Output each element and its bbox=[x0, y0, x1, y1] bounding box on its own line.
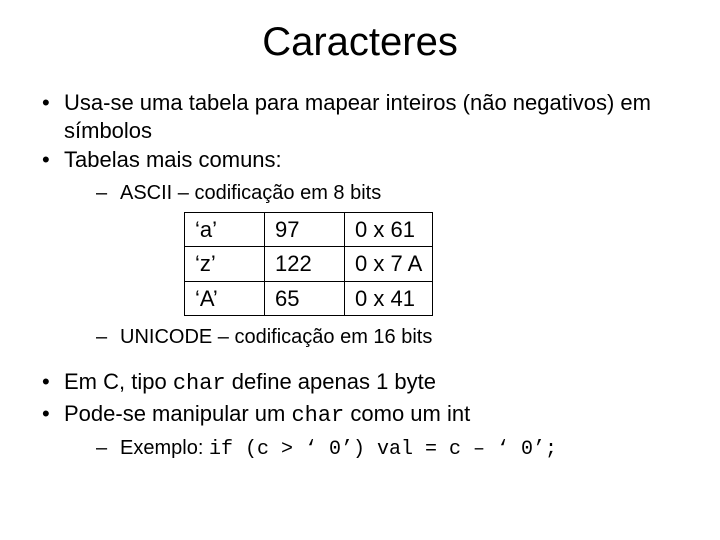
table-cell: 0 x 7 A bbox=[345, 247, 433, 282]
bullet-4: Pode-se manipular um char como um int Ex… bbox=[36, 400, 684, 464]
bullet-4-code: char bbox=[291, 403, 344, 428]
table-cell: 97 bbox=[265, 212, 345, 247]
bullet-2-sublist: ASCII – codificação em 8 bits bbox=[64, 180, 684, 206]
bullet-4-post: como um int bbox=[344, 401, 470, 426]
bullet-1: Usa-se uma tabela para mapear inteiros (… bbox=[36, 89, 684, 144]
slide-title: Caracteres bbox=[36, 20, 684, 65]
bullet-3-code: char bbox=[173, 371, 226, 396]
bullet-4a-pre: Exemplo: bbox=[120, 437, 209, 459]
spacer bbox=[36, 354, 684, 368]
table-cell: 122 bbox=[265, 247, 345, 282]
bullet-list: Usa-se uma tabela para mapear inteiros (… bbox=[36, 89, 684, 350]
table-cell: 65 bbox=[265, 281, 345, 316]
bullet-2b: UNICODE – codificação em 16 bits bbox=[64, 324, 684, 350]
table-cell: 0 x 61 bbox=[345, 212, 433, 247]
table-row: ‘A’ 65 0 x 41 bbox=[185, 281, 433, 316]
ascii-table: ‘a’ 97 0 x 61 ‘z’ 122 0 x 7 A ‘A’ 65 0 x… bbox=[184, 212, 433, 317]
table-cell: ‘a’ bbox=[185, 212, 265, 247]
ascii-table-wrap: ‘a’ 97 0 x 61 ‘z’ 122 0 x 7 A ‘A’ 65 0 x… bbox=[64, 212, 684, 317]
bullet-3: Em C, tipo char define apenas 1 byte bbox=[36, 368, 684, 398]
bullet-4-pre: Pode-se manipular um bbox=[64, 401, 291, 426]
table-cell: ‘z’ bbox=[185, 247, 265, 282]
bullet-4-sublist: Exemplo: if (c > ‘ 0’) val = c – ‘ 0’; bbox=[64, 435, 684, 463]
bullet-4a-code: if (c > ‘ 0’) val = c – ‘ 0’; bbox=[209, 438, 557, 461]
bullet-3-post: define apenas 1 byte bbox=[226, 369, 436, 394]
bullet-3-pre: Em C, tipo bbox=[64, 369, 173, 394]
bullet-2a: ASCII – codificação em 8 bits bbox=[64, 180, 684, 206]
table-row: ‘z’ 122 0 x 7 A bbox=[185, 247, 433, 282]
bullet-list-2: Em C, tipo char define apenas 1 byte Pod… bbox=[36, 368, 684, 463]
table-cell: ‘A’ bbox=[185, 281, 265, 316]
bullet-2-sublist-2: UNICODE – codificação em 16 bits bbox=[64, 324, 684, 350]
bullet-4a: Exemplo: if (c > ‘ 0’) val = c – ‘ 0’; bbox=[64, 435, 684, 463]
table-row: ‘a’ 97 0 x 61 bbox=[185, 212, 433, 247]
table-cell: 0 x 41 bbox=[345, 281, 433, 316]
bullet-2-text: Tabelas mais comuns: bbox=[64, 147, 282, 172]
bullet-2: Tabelas mais comuns: ASCII – codificação… bbox=[36, 146, 684, 350]
